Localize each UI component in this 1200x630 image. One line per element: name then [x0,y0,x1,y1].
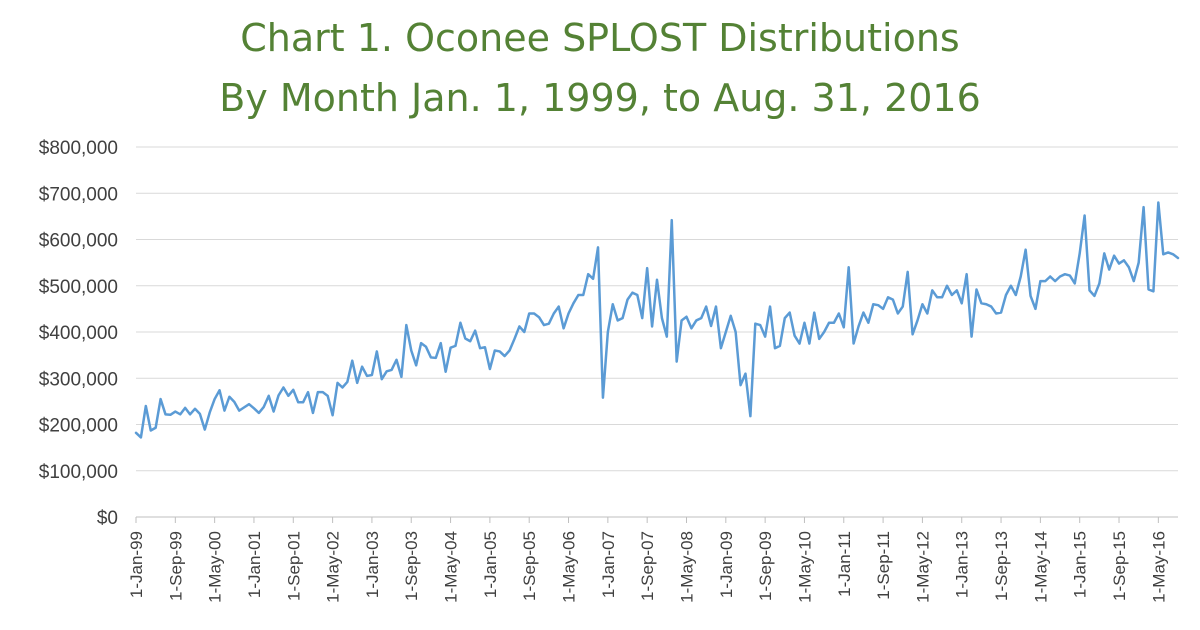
y-axis-tick-labels: $0 $100,000 $200,000 $300,000 $400,000 $500,0… [39,138,118,529]
x-axis-tick-labels: 1-Jan-99 1-Sep-99 1-May-00 1-Jan-01 1-Sep-01… [127,531,1168,603]
x-tick-label: 1-May-16 [1149,531,1168,603]
x-tick-label: 1-Jan-01 [245,531,264,598]
x-tick-label: 1-May-14 [1031,531,1050,603]
x-tick-label: 1-Sep-07 [638,531,657,601]
y-tick-label: $600,000 [39,231,118,252]
x-tick-label: 1-Jan-99 [127,531,146,598]
x-tick-label: 1-May-04 [442,531,461,603]
series-layer [134,201,1180,439]
x-tick-label: 1-Jan-05 [481,531,500,598]
x-tick-label: 1-Jan-03 [363,531,382,598]
x-tick-label: 1-Jan-15 [1071,531,1090,598]
x-tick-label: 1-Sep-03 [402,531,421,601]
y-tick-label: $200,000 [39,416,118,437]
y-tick-label: $300,000 [39,369,118,390]
y-tick-label: $400,000 [39,323,118,344]
x-tick-label: 1-May-06 [560,531,579,603]
y-tick-label: $100,000 [39,462,118,483]
x-tick-label: 1-Jan-07 [599,531,618,598]
x-tick-label: 1-Jan-11 [835,531,854,597]
x-axis [135,516,1178,523]
series-line [134,201,1180,439]
x-tick-label: 1-Jan-13 [953,531,972,598]
x-tick-label: 1-Jan-09 [717,531,736,598]
y-tick-label: $0 [97,508,118,529]
y-tick-label: $500,000 [39,277,118,298]
gridlines [136,146,1178,472]
x-tick-label: 1-Sep-15 [1110,531,1129,601]
x-tick-label: 1-Sep-09 [756,531,775,601]
y-tick-label: $800,000 [39,138,118,159]
x-tick-label: 1-May-02 [324,531,343,603]
y-tick-label: $700,000 [39,184,118,205]
x-tick-label: 1-May-12 [913,531,932,603]
x-tick-label: 1-Sep-05 [520,531,539,601]
x-tick-label: 1-May-10 [795,531,814,603]
x-tick-label: 1-Sep-01 [284,531,303,601]
x-tick-label: 1-Sep-13 [992,531,1011,601]
x-tick-label: 1-May-08 [677,531,696,603]
x-tick-label: 1-May-00 [206,531,225,603]
x-tick-label: 1-Sep-11 [874,531,893,600]
chart-subtitle: By Month Jan. 1, 1999, to Aug. 31, 2016 [219,76,981,120]
chart-title: Chart 1. Oconee SPLOST Distributions [240,16,960,60]
x-tick-label: 1-Sep-99 [166,531,185,601]
